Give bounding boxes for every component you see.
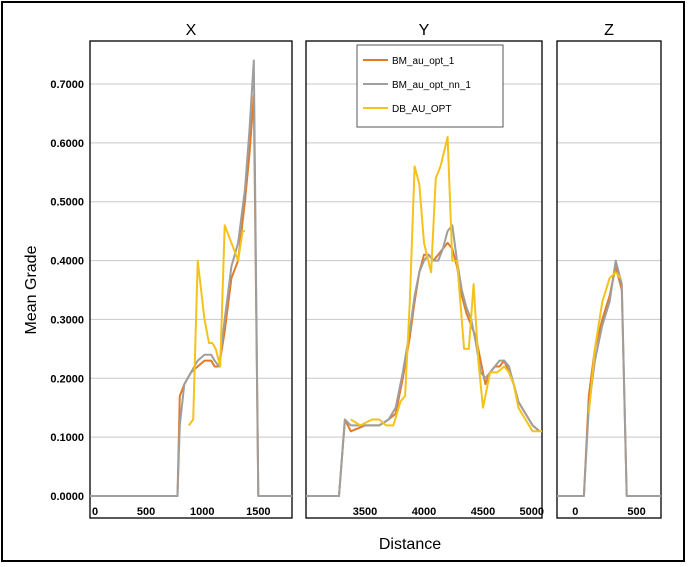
series-line-db-au-opt xyxy=(350,136,542,433)
legend-label: DB_AU_OPT xyxy=(392,104,451,115)
x-tick-label: 0 xyxy=(92,506,98,518)
x-tick-label: 1000 xyxy=(190,506,214,518)
panel-title: Z xyxy=(604,22,614,39)
y-tick-label: 0.3000 xyxy=(50,314,84,326)
y-tick-label: 0.6000 xyxy=(50,138,84,150)
legend-box xyxy=(356,44,504,128)
x-tick-label: 5000 xyxy=(520,506,544,518)
series-line-db-au-opt xyxy=(187,224,245,426)
x-tick-label: 500 xyxy=(137,506,155,518)
y-tick-label: 0.2000 xyxy=(50,373,84,385)
x-tick-label: 1500 xyxy=(246,506,270,518)
panel-x: X 0 500 1000 1500 xyxy=(89,22,293,519)
y-axis-ticks: 0.0000 0.1000 0.2000 0.3000 0.4000 0.5000 0.60… xyxy=(50,79,84,503)
panel-title: X xyxy=(186,22,197,39)
y-tick-label: 0.4000 xyxy=(50,256,84,268)
series-line-bm-au-opt-1 xyxy=(90,94,292,497)
panel-title: Y xyxy=(419,22,430,39)
y-tick-label: 0.7000 xyxy=(50,79,84,91)
series-line-bm-au-opt-nn-1 xyxy=(557,259,661,497)
series-line-bm-au-opt-nn-1 xyxy=(306,224,541,497)
panels: X 0 500 1000 1500 Y 3500 4000 4500 5000 Z 0 500 xyxy=(89,22,662,519)
panel-frame xyxy=(305,40,543,519)
x-tick-label: 3500 xyxy=(353,506,377,518)
x-tick-label: 4000 xyxy=(412,506,436,518)
legend: BM_au_opt_1 BM_au_opt_nn_1 DB_AU_OPT xyxy=(356,44,504,128)
legend-label: BM_au_opt_nn_1 xyxy=(392,80,471,91)
y-axis-title: Mean Grade xyxy=(23,245,40,334)
x-tick-label: 0 xyxy=(572,506,578,518)
x-tick-label: 4500 xyxy=(471,506,495,518)
y-tick-label: 0.5000 xyxy=(50,197,84,209)
series-line-db-au-opt xyxy=(587,271,622,414)
panel-frame xyxy=(556,40,662,519)
panel-z: Z 0 500 xyxy=(556,22,662,519)
x-tick-label: 500 xyxy=(627,506,645,518)
y-tick-label: 0.1000 xyxy=(50,432,84,444)
series-line-bm-au-opt-nn-1 xyxy=(90,59,292,497)
panel-frame xyxy=(89,40,293,519)
panel-y: Y 3500 4000 4500 5000 xyxy=(305,22,544,519)
y-tick-label: 0.0000 xyxy=(50,491,84,503)
legend-label: BM_au_opt_1 xyxy=(392,56,455,67)
x-axis-title: Distance xyxy=(379,536,441,553)
